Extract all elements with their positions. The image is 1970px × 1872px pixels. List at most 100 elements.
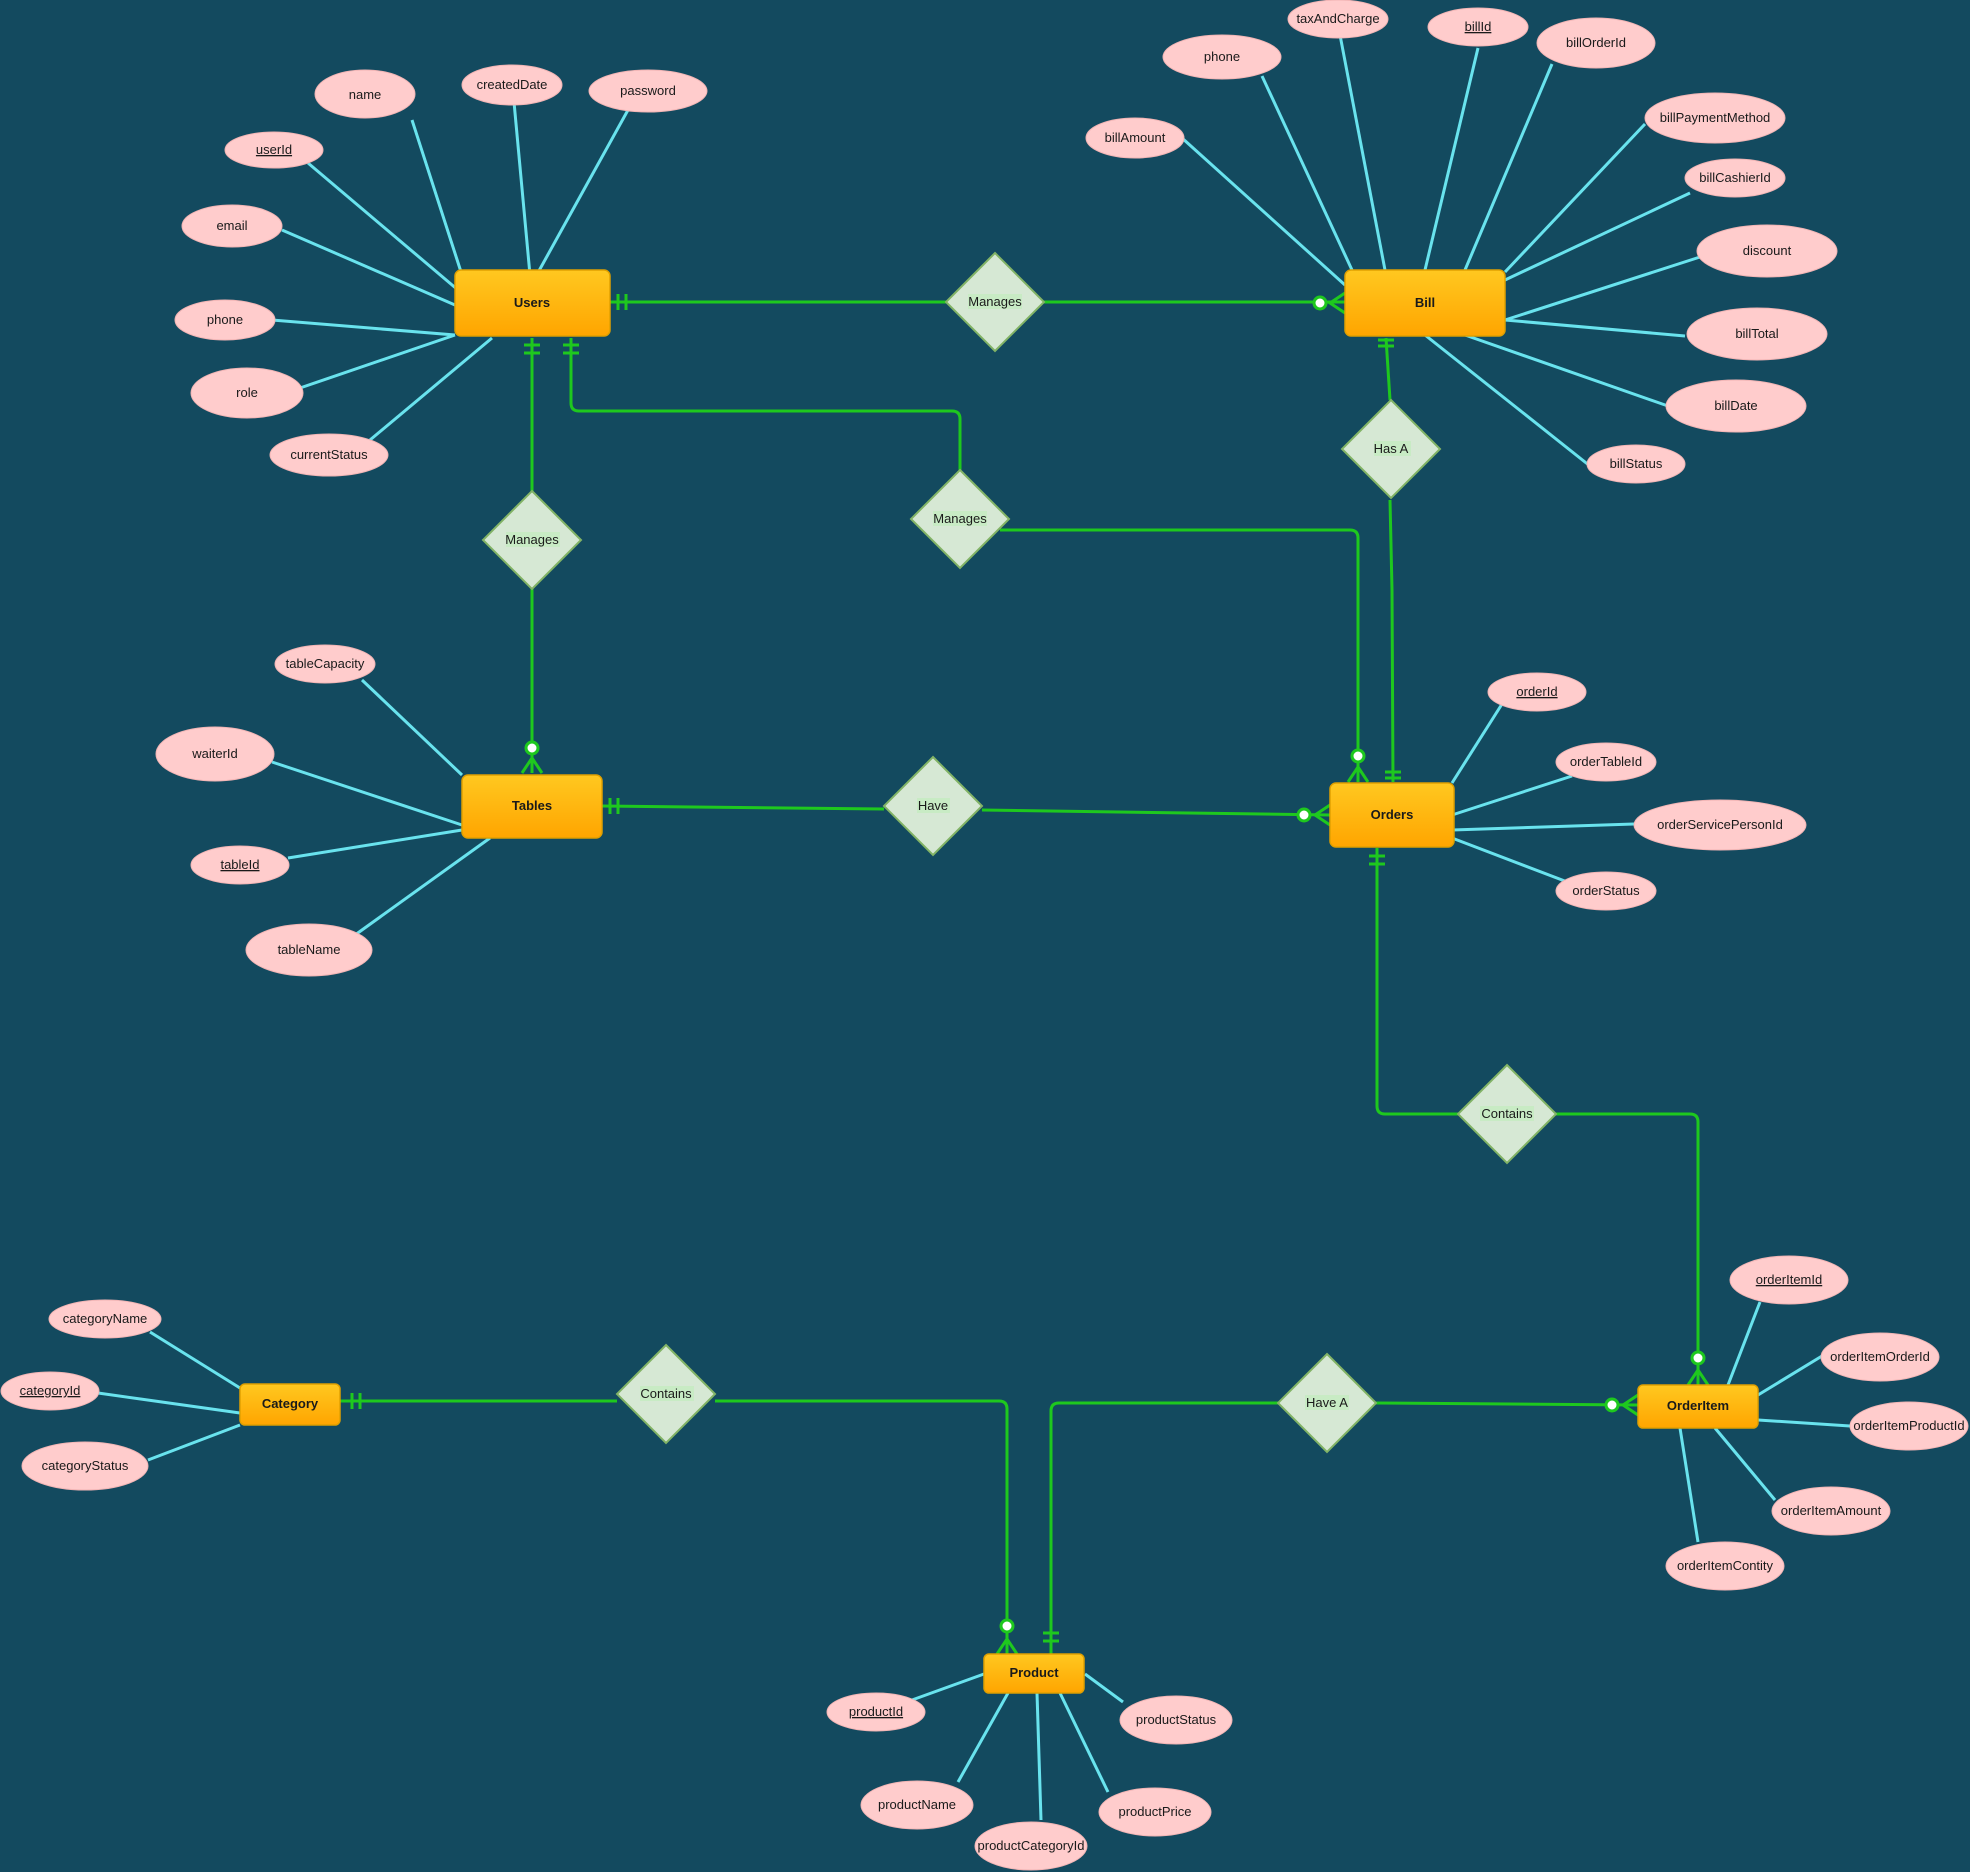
entity-orders[interactable]: Orders (1329, 782, 1455, 848)
entity-orderitem[interactable]: OrderItem (1637, 1384, 1759, 1429)
svg-text:createdDate: createdDate (477, 77, 548, 92)
attribute-currentStatus: currentStatus (269, 433, 389, 477)
svg-text:orderItemProductId: orderItemProductId (1853, 1418, 1964, 1433)
attribute-discount: discount (1696, 224, 1838, 278)
attribute-orderItemContity: orderItemContity (1665, 1541, 1785, 1591)
attribute-billDate: billDate (1665, 379, 1807, 433)
svg-text:Bill: Bill (1415, 295, 1435, 310)
attribute-categoryStatus: categoryStatus (21, 1441, 149, 1491)
attribute-orderItemId: orderItemId (1729, 1255, 1849, 1305)
svg-text:billDate: billDate (1714, 398, 1757, 413)
attribute-billId: billId (1427, 7, 1529, 47)
svg-text:productCategoryId: productCategoryId (978, 1838, 1085, 1853)
relationship-users-tables[interactable]: Manages (481, 489, 583, 591)
attribute-orderId: orderId (1487, 672, 1587, 712)
entity-users[interactable]: Users (454, 269, 611, 337)
category-attributes: categoryName categoryId categoryStatus (0, 1299, 162, 1491)
svg-text:billPaymentMethod: billPaymentMethod (1660, 110, 1771, 125)
svg-text:Manages: Manages (968, 294, 1022, 309)
entity-product[interactable]: Product (983, 1653, 1085, 1694)
svg-text:billAmount: billAmount (1105, 130, 1166, 145)
svg-text:tableId: tableId (220, 857, 259, 872)
attribute-password: password (588, 69, 708, 113)
attribute-billAmount: billAmount (1085, 117, 1185, 159)
svg-text:discount: discount (1743, 243, 1792, 258)
attribute-categoryId: categoryId (0, 1371, 100, 1411)
svg-text:productPrice: productPrice (1119, 1804, 1192, 1819)
attribute-orderStatus: orderStatus (1555, 871, 1657, 911)
attribute-bill-phone: phone (1162, 34, 1282, 80)
attribute-billStatus: billStatus (1586, 444, 1686, 484)
svg-text:Manages: Manages (505, 532, 559, 547)
tables-attributes: tableCapacity waiterId tableId tableName (155, 644, 376, 977)
relationship-tables-orders[interactable]: Have (882, 755, 984, 857)
svg-text:phone: phone (207, 312, 243, 327)
svg-text:orderItemOrderId: orderItemOrderId (1830, 1349, 1930, 1364)
attribute-productCategoryId: productCategoryId (974, 1821, 1088, 1871)
svg-text:email: email (216, 218, 247, 233)
relationship-product-orderitem[interactable]: Have A (1276, 1352, 1378, 1454)
svg-text:phone: phone (1204, 49, 1240, 64)
attribute-productName: productName (860, 1780, 974, 1830)
entity-bill[interactable]: Bill (1344, 269, 1506, 337)
relationship-lines (340, 300, 1700, 1654)
svg-text:Orders: Orders (1371, 807, 1414, 822)
attribute-name: name (314, 69, 416, 119)
orders-attributes: orderId orderTableId orderServicePersonI… (1487, 672, 1807, 911)
attribute-billTotal: billTotal (1686, 307, 1828, 361)
svg-text:tableCapacity: tableCapacity (286, 656, 365, 671)
svg-text:Contains: Contains (1481, 1106, 1533, 1121)
svg-text:categoryStatus: categoryStatus (42, 1458, 129, 1473)
svg-text:role: role (236, 385, 258, 400)
relationship-bill-orders[interactable]: Has A (1340, 398, 1442, 500)
attribute-role: role (190, 367, 304, 419)
svg-text:orderTableId: orderTableId (1570, 754, 1642, 769)
attribute-orderItemProductId: orderItemProductId (1849, 1401, 1969, 1451)
svg-text:orderServicePersonId: orderServicePersonId (1657, 817, 1783, 832)
attribute-productPrice: productPrice (1098, 1787, 1212, 1837)
svg-text:Have: Have (918, 798, 948, 813)
attribute-userId: userId (224, 131, 324, 169)
relationship-orders-orderitem[interactable]: Contains (1456, 1063, 1558, 1165)
svg-text:Contains: Contains (640, 1386, 692, 1401)
attribute-orderTableId: orderTableId (1555, 742, 1657, 782)
svg-text:orderId: orderId (1516, 684, 1557, 699)
svg-text:Has A: Has A (1374, 441, 1409, 456)
attribute-orderServicePersonId: orderServicePersonId (1633, 799, 1807, 851)
attribute-tableName: tableName (245, 923, 373, 977)
svg-text:password: password (620, 83, 676, 98)
attribute-taxAndCharge: taxAndCharge (1287, 0, 1389, 39)
attribute-email: email (181, 204, 283, 248)
svg-text:name: name (349, 87, 382, 102)
svg-text:currentStatus: currentStatus (290, 447, 368, 462)
svg-text:Category: Category (262, 1396, 319, 1411)
svg-text:billOrderId: billOrderId (1566, 35, 1626, 50)
svg-text:Manages: Manages (933, 511, 987, 526)
relationship-users-bill[interactable]: Manages (944, 251, 1046, 353)
cardinality-markers (350, 291, 1710, 1655)
svg-text:orderItemId: orderItemId (1756, 1272, 1822, 1287)
svg-text:orderItemContity: orderItemContity (1677, 1558, 1774, 1573)
attribute-billCashierId: billCashierId (1684, 158, 1786, 198)
attribute-categoryName: categoryName (48, 1299, 162, 1339)
svg-text:Have A: Have A (1306, 1395, 1348, 1410)
svg-text:billTotal: billTotal (1735, 326, 1778, 341)
attribute-orderItemAmount: orderItemAmount (1771, 1486, 1891, 1536)
attribute-productId: productId (826, 1692, 926, 1732)
relationship-users-orders[interactable]: Manages (909, 468, 1011, 570)
attribute-waiterId: waiterId (155, 726, 275, 782)
svg-text:categoryName: categoryName (63, 1311, 148, 1326)
attribute-billPaymentMethod: billPaymentMethod (1644, 92, 1786, 144)
entity-tables[interactable]: Tables (461, 774, 603, 839)
svg-text:productName: productName (878, 1797, 956, 1812)
users-attributes: name createdDate password userId email p… (174, 64, 708, 477)
svg-text:waiterId: waiterId (191, 746, 238, 761)
attribute-productStatus: productStatus (1119, 1695, 1233, 1745)
relationship-category-product[interactable]: Contains (615, 1343, 717, 1445)
svg-text:taxAndCharge: taxAndCharge (1296, 11, 1379, 26)
svg-text:Product: Product (1009, 1665, 1059, 1680)
entity-category[interactable]: Category (239, 1383, 341, 1426)
attribute-createdDate: createdDate (461, 64, 563, 106)
svg-text:orderStatus: orderStatus (1572, 883, 1640, 898)
